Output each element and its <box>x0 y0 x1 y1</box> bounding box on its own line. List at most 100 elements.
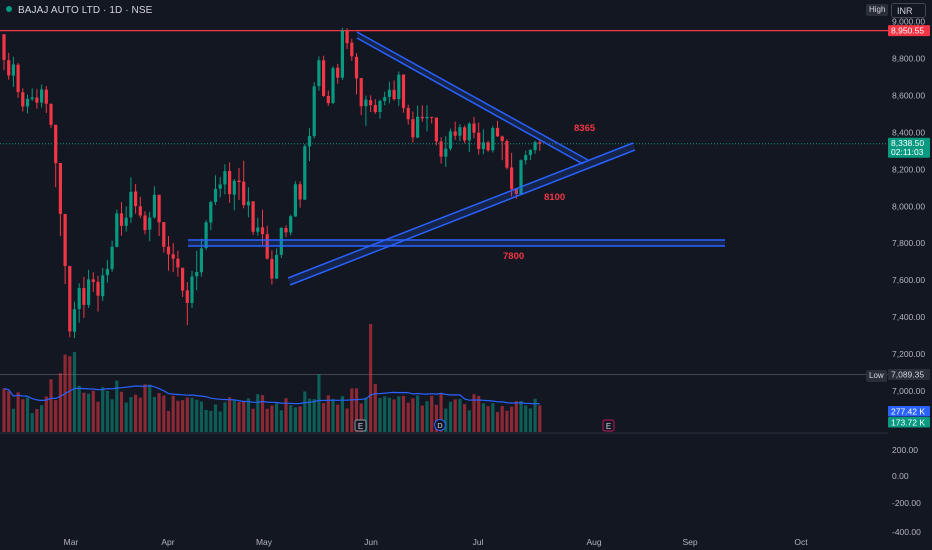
candle <box>213 175 218 205</box>
trend-drawings[interactable] <box>188 31 725 286</box>
candle-body <box>364 99 368 107</box>
candle <box>303 144 307 200</box>
volume-bar <box>228 397 232 432</box>
candle <box>87 269 91 309</box>
candle <box>510 152 514 197</box>
candle <box>481 129 485 155</box>
volume-bar <box>369 324 373 432</box>
price-tick-label: 8,200.00 <box>892 164 925 174</box>
volume-bar <box>345 408 349 432</box>
volume-bar <box>223 402 227 432</box>
event-markers[interactable]: E D E <box>354 419 615 432</box>
candle <box>477 122 481 155</box>
candle <box>378 99 382 119</box>
price-tick-label: 8,400.00 <box>892 127 925 137</box>
candle <box>336 63 340 84</box>
price-tick-label: 7,000.00 <box>892 386 925 396</box>
time-tick-label: Jun <box>364 537 378 547</box>
indicator-tick-label: 0.00 <box>892 471 909 481</box>
trendline-ascending-inner[interactable] <box>289 149 636 286</box>
candle <box>157 194 161 236</box>
candle <box>218 177 222 198</box>
candle <box>538 140 542 151</box>
time-tick-label: Sep <box>682 537 697 547</box>
candle-body <box>416 116 420 138</box>
volume-bar <box>524 405 528 432</box>
volume-bar <box>185 397 189 432</box>
candle-body <box>110 246 114 270</box>
volume-bar <box>195 399 199 432</box>
candle <box>246 187 250 218</box>
candle <box>416 105 420 139</box>
low-price-badge-bg <box>888 368 930 380</box>
candle <box>134 184 138 214</box>
volume-bar <box>458 398 462 432</box>
price-tick-label: 7,400.00 <box>892 312 925 322</box>
candle <box>472 116 476 139</box>
volume-bar <box>87 393 91 432</box>
volume-bar <box>96 401 100 432</box>
candle-body <box>481 142 485 149</box>
candle-body <box>495 127 500 137</box>
volume-bar <box>495 412 500 432</box>
volume-bar <box>298 406 302 432</box>
candle-body <box>49 103 53 125</box>
candle-body <box>68 265 72 332</box>
candle <box>293 181 297 217</box>
volume-bar <box>467 410 471 432</box>
volume-bar <box>260 395 265 432</box>
trendline-upper-descending-inner[interactable] <box>356 37 584 165</box>
volume-bar <box>265 408 269 432</box>
candles <box>2 27 542 338</box>
candle-body <box>162 222 166 247</box>
candle <box>260 209 265 246</box>
candle-body <box>77 287 81 309</box>
candle-body <box>307 136 312 147</box>
high-price-badge-bg <box>888 25 930 37</box>
volume-bar <box>439 393 443 432</box>
candle-body <box>143 215 147 231</box>
earnings-marker-label: E <box>358 422 363 431</box>
candle <box>533 140 537 154</box>
trendline-upper-descending[interactable] <box>356 31 589 161</box>
volume-bar <box>354 388 359 432</box>
trendline-ascending[interactable] <box>287 142 634 279</box>
indicator-tick-label: -400.00 <box>892 527 921 537</box>
volume-bar <box>134 394 138 432</box>
candle-body <box>185 290 189 303</box>
symbol-title[interactable]: BAJAJ AUTO LTD · 1D · NSE <box>6 5 152 16</box>
volume-bar <box>246 398 250 432</box>
time-tick-label: May <box>256 537 273 547</box>
volume-bar <box>251 408 255 432</box>
low-price-badge-text: 7,089.35 <box>891 369 924 379</box>
upcoming-earnings-marker[interactable] <box>602 419 615 432</box>
volume-ma-badge-bg <box>888 406 930 417</box>
annotation-7800: 7800 <box>503 251 524 262</box>
time-tick-label: Mar <box>64 537 79 547</box>
candle <box>491 125 495 153</box>
volume-bar <box>486 406 490 432</box>
indicator-tick-label: 200.00 <box>892 445 918 455</box>
volume-bar <box>505 410 509 432</box>
candle <box>11 56 15 87</box>
candle-body <box>11 64 15 76</box>
candle <box>115 209 119 248</box>
volume-bar <box>510 406 514 432</box>
earnings-marker[interactable] <box>354 419 367 432</box>
dividend-marker[interactable] <box>434 419 446 431</box>
candle <box>181 267 185 297</box>
candle-body <box>444 148 448 157</box>
candle-body <box>119 213 124 226</box>
candle-body <box>350 42 354 57</box>
candle-body <box>430 116 434 118</box>
currency-selector[interactable]: INR <box>891 3 926 18</box>
volume-badge-bg <box>888 417 930 428</box>
candle-body <box>519 160 523 194</box>
candle-body <box>199 248 203 273</box>
candle-body <box>289 216 293 233</box>
volume-bar <box>312 399 316 432</box>
volume-badge-text: 173.72 K <box>891 418 925 428</box>
candle <box>350 38 354 61</box>
candle-body <box>401 74 406 109</box>
